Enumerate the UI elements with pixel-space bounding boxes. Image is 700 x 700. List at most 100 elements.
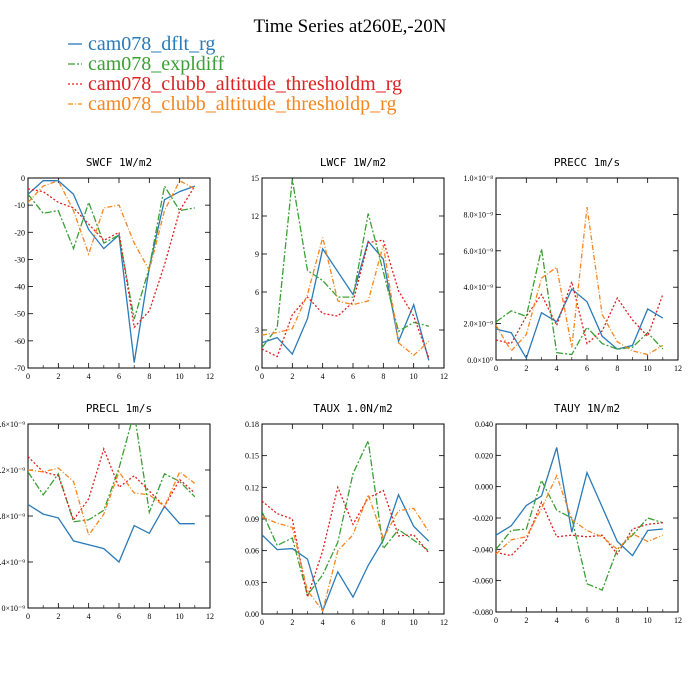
y-tick-label: 2.4×10⁻⁹ [0, 558, 25, 567]
legend-label: cam078_expldiff [88, 53, 225, 75]
x-tick-label: 2 [56, 372, 60, 381]
panel-title: PRECC 1m/s [554, 156, 620, 169]
x-tick-label: 8 [381, 372, 385, 381]
x-tick-label: 10 [410, 372, 418, 381]
series-line-2 [496, 478, 663, 591]
x-tick-label: 12 [440, 618, 448, 627]
series-line-2 [28, 184, 195, 320]
x-tick-label: 0 [26, 612, 30, 621]
y-tick-label: 0.15 [245, 452, 259, 461]
panel-2: LWCF 1W/m2 0 2 4 6 8 10 12 0 3 6 9 12 15 [251, 156, 448, 381]
series-line-4 [496, 473, 664, 555]
y-tick-label: -0.020 [472, 514, 493, 523]
x-tick-label: 2 [56, 612, 60, 621]
x-tick-label: 0 [26, 372, 30, 381]
series-line-4 [28, 179, 196, 273]
y-tick-label: -0.060 [472, 577, 493, 586]
y-tick-label: -40 [14, 283, 25, 292]
legend-label: cam078_dflt_rg [88, 33, 215, 55]
y-tick-label: 0.12 [245, 483, 259, 492]
x-tick-label: 12 [440, 372, 448, 381]
legend-label: cam078_clubb_altitude_thresholdp_rg [88, 93, 396, 115]
y-tick-label: 0.020 [475, 451, 493, 460]
x-tick-label: 6 [585, 364, 589, 373]
y-tick-label: 9.6×10⁻⁹ [0, 420, 25, 429]
x-tick-label: 2 [290, 618, 294, 627]
series-line-2 [496, 248, 664, 356]
x-tick-label: 4 [321, 618, 325, 627]
x-tick-label: 4 [87, 372, 91, 381]
series-line-4 [262, 237, 430, 357]
y-tick-label: 1.0×10⁻⁸ [463, 174, 493, 183]
series-line-3 [28, 185, 196, 329]
y-tick-label: 9 [255, 250, 259, 259]
y-tick-label: -30 [14, 255, 25, 264]
series-line-1 [496, 447, 663, 557]
x-tick-label: 12 [674, 364, 682, 373]
series-line-1 [496, 287, 664, 360]
y-tick-label: -20 [14, 228, 25, 237]
panel-4: PRECL 1m/s 0 2 4 6 8 10 12 0×10⁻⁹ 2.4×10⁻⁹ 4.8×10⁻… [0, 402, 214, 621]
y-tick-label: 0.0×10⁰ [467, 356, 493, 365]
series-line-3 [262, 239, 430, 359]
series-line-1 [262, 492, 430, 613]
y-tick-label: 7.2×10⁻⁹ [0, 466, 25, 475]
panel-title: SWCF 1W/m2 [86, 156, 152, 169]
panel-5: TAUX 1.0N/m2 0 2 4 6 8 10 12 0.00 0.03 0.06 0.09 0.1… [245, 402, 448, 627]
panel-6: TAUY 1N/m2 0 2 4 6 8 10 12 0.040 0.020 0.000 -0.020… [472, 402, 682, 625]
series-line-4 [496, 207, 664, 356]
x-tick-label: 2 [524, 616, 528, 625]
x-tick-label: 4 [555, 364, 559, 373]
y-tick-label: -70 [14, 364, 25, 373]
y-tick-label: 0.040 [475, 420, 493, 429]
y-tick-label: 4.0×10⁻⁹ [463, 283, 493, 292]
panel-title: PRECL 1m/s [86, 402, 152, 415]
x-tick-label: 8 [147, 612, 151, 621]
legend-label: cam078_clubb_altitude_thresholdm_rg [88, 73, 402, 95]
x-tick-label: 10 [176, 612, 184, 621]
series-line-3 [28, 446, 196, 522]
x-tick-label: 6 [117, 612, 121, 621]
series-line-3 [496, 500, 663, 557]
y-tick-label: 0.03 [245, 578, 259, 587]
y-tick-label: 0 [255, 364, 259, 373]
y-tick-label: 0 [21, 174, 25, 183]
plot-frame [261, 423, 445, 615]
series-line-1 [28, 180, 196, 363]
y-tick-label: -10 [14, 201, 25, 210]
plot-frame [27, 423, 211, 609]
panel-1: SWCF 1W/m2 0 2 4 6 8 10 12 0 -10 -20 -30 -40 -50 -60 -7… [14, 156, 214, 381]
x-tick-label: 12 [206, 372, 214, 381]
y-tick-label: -0.040 [472, 545, 493, 554]
x-tick-label: 10 [176, 372, 184, 381]
y-tick-label: -50 [14, 310, 25, 319]
series-line-4 [262, 492, 430, 613]
y-tick-label: 3 [255, 326, 259, 335]
panel-title: TAUY 1N/m2 [554, 402, 620, 415]
x-tick-label: 0 [260, 618, 264, 627]
x-tick-label: 10 [410, 618, 418, 627]
x-tick-label: 8 [381, 618, 385, 627]
y-tick-label: 6.0×10⁻⁹ [463, 247, 493, 256]
y-tick-label: 2.0×10⁻⁹ [463, 320, 493, 329]
x-tick-label: 10 [644, 364, 652, 373]
x-tick-label: 2 [524, 364, 528, 373]
x-tick-label: 6 [351, 618, 355, 627]
plot-frame [495, 177, 679, 361]
panels: SWCF 1W/m2 0 2 4 6 8 10 12 0 -10 -20 -30 -40 -50 -60 -7… [0, 156, 682, 627]
y-tick-label: 0.000 [475, 483, 493, 492]
panel-title: LWCF 1W/m2 [320, 156, 386, 169]
series-line-1 [262, 239, 430, 361]
panel-title: TAUX 1.0N/m2 [313, 402, 392, 415]
series-line-3 [496, 279, 664, 345]
y-tick-label: 15 [251, 174, 259, 183]
y-tick-label: 8.0×10⁻⁹ [463, 210, 493, 219]
x-tick-label: 2 [290, 372, 294, 381]
y-tick-label: 4.8×10⁻⁹ [0, 512, 25, 521]
x-tick-label: 4 [87, 612, 91, 621]
panel-3: PRECC 1m/s 0 2 4 6 8 10 12 0.0×10⁰ 2.0×10⁻⁹ 4.0×10… [463, 156, 682, 373]
series-line-4 [28, 467, 196, 537]
x-tick-label: 4 [555, 616, 559, 625]
x-tick-label: 0 [494, 364, 498, 373]
